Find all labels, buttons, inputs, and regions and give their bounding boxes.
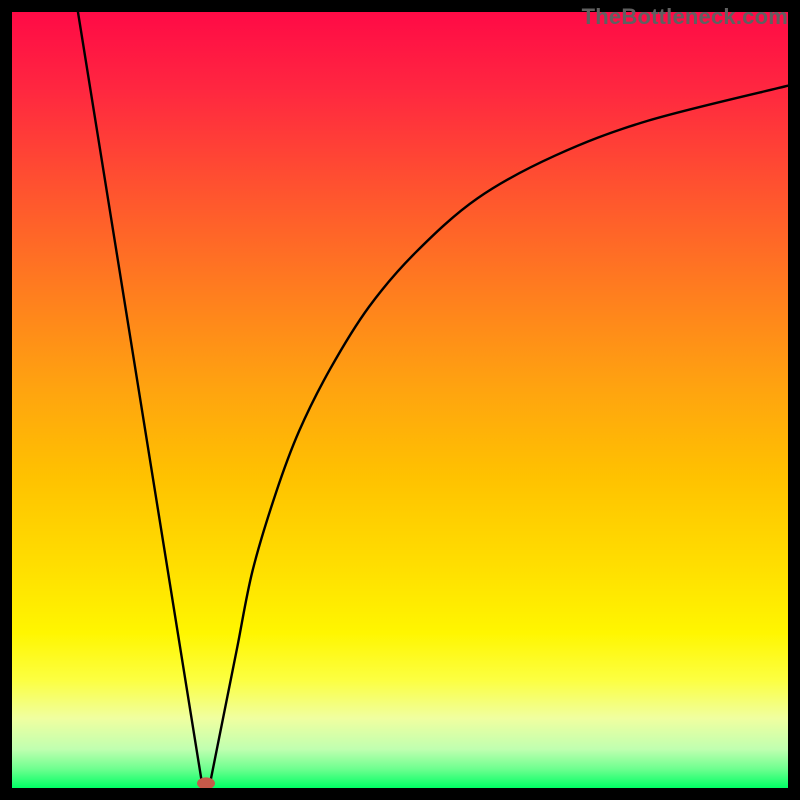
optimum-marker xyxy=(197,777,215,789)
watermark-text: TheBottleneck.com xyxy=(582,4,788,30)
gradient-background xyxy=(12,12,788,788)
chart-svg xyxy=(0,0,800,800)
bottleneck-chart: TheBottleneck.com xyxy=(0,0,800,800)
